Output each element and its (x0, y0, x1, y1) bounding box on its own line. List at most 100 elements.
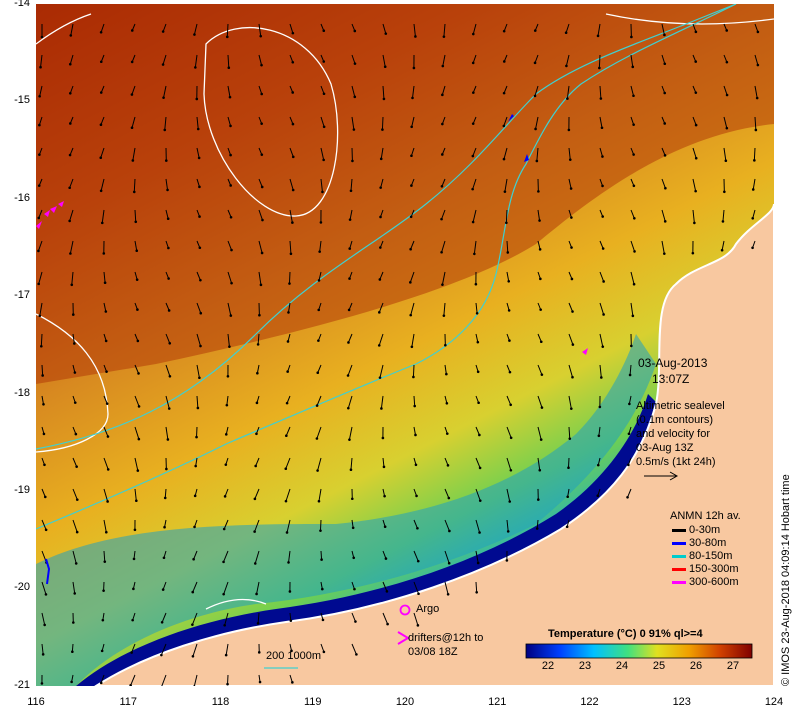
velocity-vector (598, 426, 601, 436)
vector-head (725, 126, 729, 130)
velocity-vector (444, 519, 450, 532)
vector-head (167, 309, 171, 312)
vector-head (71, 650, 74, 653)
vector-head (99, 123, 103, 126)
velocity-vector (475, 519, 481, 533)
vector-head (377, 344, 381, 347)
velocity-vector (103, 550, 106, 562)
vector-head (100, 649, 104, 653)
vector-head (348, 218, 352, 221)
velocity-vector (165, 302, 170, 311)
vector-head (316, 371, 320, 375)
vector-head (347, 406, 350, 410)
vector-head (473, 252, 476, 256)
vector-head (476, 340, 480, 344)
velocity-vector (692, 23, 697, 33)
velocity-vector (537, 364, 543, 375)
colorbar-tick: 25 (652, 660, 666, 672)
vector-head (99, 156, 103, 160)
colorbar-tick: 26 (689, 660, 703, 672)
velocity-vector (258, 54, 263, 66)
vector-head (75, 498, 79, 501)
vector-head (37, 216, 41, 220)
velocity-vector (410, 240, 415, 250)
velocity-vector (134, 240, 138, 251)
vector-head (627, 463, 630, 467)
velocity-vector (40, 54, 43, 68)
credit-text: © IMOS 23-Aug-2018 04:09:14 Hobart time (780, 474, 792, 686)
vector-head (346, 374, 350, 377)
velocity-vector (536, 147, 539, 161)
vector-head (168, 341, 172, 345)
velocity-vector (289, 240, 292, 254)
velocity-vector (227, 116, 231, 127)
colorbar (525, 643, 753, 659)
velocity-vector (599, 240, 604, 249)
velocity-vector (193, 550, 198, 560)
vector-head (596, 34, 600, 38)
vector-head (566, 97, 569, 100)
vector-head (197, 156, 201, 160)
vector-head (628, 402, 631, 406)
vector-head (194, 66, 197, 69)
vector-head (253, 562, 257, 565)
velocity-vector (131, 116, 136, 128)
vector-head (38, 94, 41, 98)
vector-head (319, 221, 323, 224)
velocity-vector (567, 488, 570, 497)
velocity-vector (506, 395, 512, 405)
velocity-vector (350, 178, 353, 191)
argo-marker (399, 604, 411, 616)
altimetry-line: and velocity for (636, 428, 710, 440)
vector-head (255, 592, 258, 596)
vector-head (37, 282, 41, 286)
velocity-vector (224, 488, 229, 497)
velocity-vector (165, 364, 171, 377)
velocity-vector (413, 581, 419, 594)
velocity-vector (39, 302, 43, 316)
vector-head (507, 309, 511, 312)
vector-head (440, 184, 444, 188)
vector-head (69, 34, 73, 37)
velocity-vector (506, 426, 512, 438)
velocity-vector (537, 333, 542, 342)
vector-head (168, 374, 172, 378)
vector-head (228, 95, 232, 99)
vector-head (260, 63, 263, 67)
vector-head (754, 128, 758, 132)
vector-head (290, 649, 293, 653)
vector-head (136, 469, 140, 472)
velocity-vector (630, 271, 635, 285)
vector-head (378, 278, 382, 281)
vector-head (135, 499, 138, 503)
velocity-vector (661, 54, 666, 64)
velocity-vector (41, 519, 47, 530)
map-date: 03-Aug-2013 (638, 356, 708, 370)
velocity-vector (380, 147, 384, 159)
velocity-vector (379, 364, 384, 378)
y-axis-label: -18 (14, 386, 30, 399)
velocity-vector (41, 581, 47, 595)
velocity-vector (37, 240, 43, 252)
velocity-vector (227, 85, 231, 98)
velocity-vector (630, 116, 635, 125)
vector-head (99, 30, 103, 34)
velocity-vector (162, 581, 167, 590)
vector-head (694, 60, 698, 63)
vector-head (285, 434, 288, 438)
velocity-vector (226, 23, 229, 37)
vector-head (133, 528, 137, 532)
vector-head (284, 499, 288, 503)
velocity-vector (196, 333, 201, 347)
vector-head (663, 220, 667, 223)
vector-head (472, 91, 475, 94)
velocity-vector (165, 178, 169, 191)
vector-head (291, 221, 294, 224)
velocity-vector (163, 85, 167, 98)
vector-head (633, 216, 636, 220)
velocity-vector (473, 240, 477, 254)
velocity-vector (568, 426, 571, 439)
vector-head (566, 495, 569, 499)
velocity-vector (40, 333, 43, 347)
velocity-vector (134, 209, 137, 222)
